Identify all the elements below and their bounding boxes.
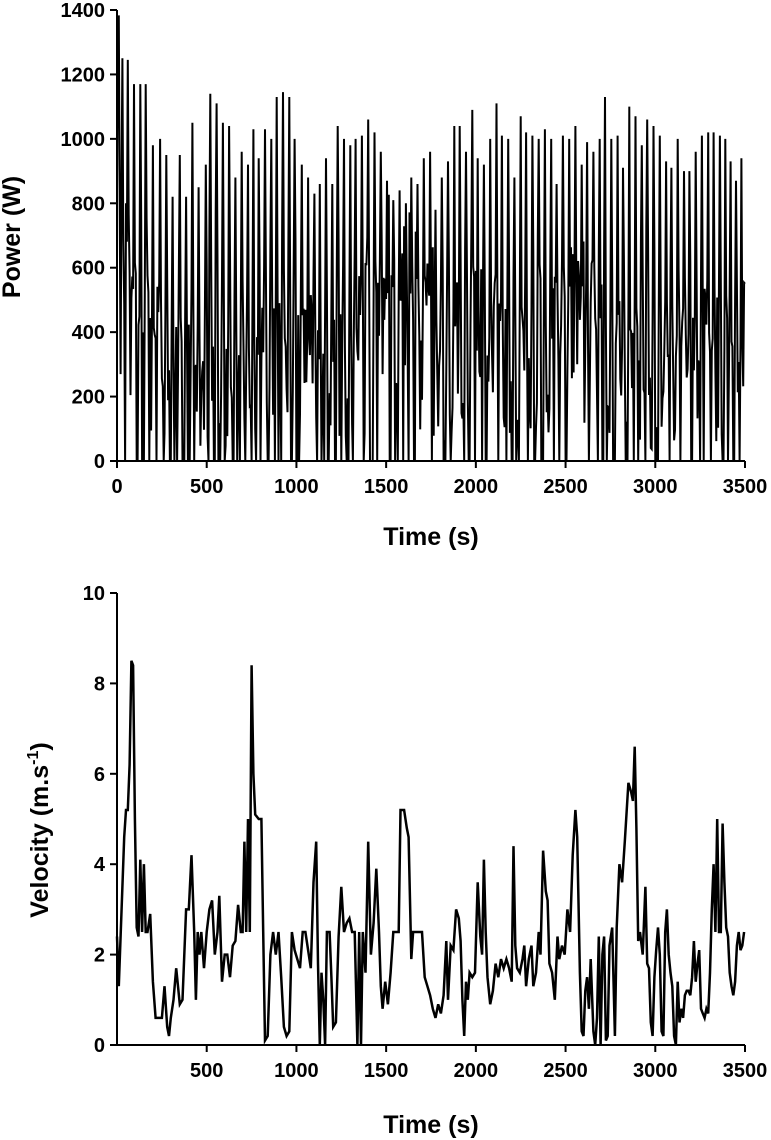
power-y-tick-label: 0	[94, 451, 105, 473]
velocity-x-ticks: 500 1000 1500 2000 2500 3000 3500	[190, 1045, 767, 1082]
power-y-tick-label: 1400	[61, 0, 106, 22]
velocity-series	[115, 660, 746, 1046]
velocity-x-tick-label: 1000	[274, 1060, 319, 1082]
velocity-y-ticks: 0 2 4 6 8 10	[83, 583, 117, 1057]
velocity-y-tick-label: 0	[94, 1035, 105, 1057]
velocity-y-tick-label: 10	[83, 583, 105, 605]
power-x-tick-label: 0	[111, 476, 122, 498]
power-x-ticks: 0 500 1000 1500 2000 2500 3000 3500	[111, 461, 767, 498]
power-y-tick-label: 1000	[61, 129, 106, 151]
velocity-x-axis-title: Time (s)	[383, 1111, 478, 1139]
power-series	[116, 15, 746, 462]
power-x-tick-label: 2000	[454, 476, 499, 498]
power-x-tick-label: 1500	[364, 476, 409, 498]
velocity-y-tick-label: 6	[94, 764, 105, 786]
velocity-x-tick-label: 3500	[723, 1060, 768, 1082]
power-x-tick-label: 3500	[723, 476, 768, 498]
power-y-ticks: 0 200 400 600 800 1000 1200 1400	[61, 0, 117, 473]
velocity-x-tick-label: 3000	[633, 1060, 678, 1082]
power-y-tick-label: 1200	[61, 64, 106, 86]
power-y-tick-label: 600	[72, 258, 105, 280]
velocity-y-tick-label: 2	[94, 945, 105, 967]
power-series-line	[116, 15, 746, 462]
velocity-y-axis-title-close: )	[26, 742, 54, 750]
velocity-y-axis-title-main: Velocity (m.s	[26, 765, 54, 918]
velocity-x-tick-label: 2000	[454, 1060, 499, 1082]
power-x-tick-label: 3000	[633, 476, 678, 498]
velocity-chart: 0 2 4 6 8 10 500 1000 1500 2000 2500 3000 3500 Time…	[25, 583, 767, 1139]
velocity-y-axis-title-superscript: -1	[25, 751, 42, 765]
velocity-x-tick-label: 2500	[543, 1060, 588, 1082]
power-y-tick-label: 400	[72, 322, 105, 344]
power-x-tick-label: 2500	[543, 476, 588, 498]
velocity-y-tick-label: 8	[94, 673, 105, 695]
power-y-axis-title: Power (W)	[0, 176, 26, 298]
power-x-tick-label: 1000	[274, 476, 319, 498]
velocity-x-tick-label: 1500	[364, 1060, 409, 1082]
power-x-tick-label: 500	[190, 476, 223, 498]
velocity-series-line	[115, 660, 746, 1046]
power-y-tick-label: 800	[72, 193, 105, 215]
velocity-y-axis-title: Velocity (m.s-1)	[25, 742, 54, 917]
velocity-x-tick-label: 500	[190, 1060, 223, 1082]
power-y-tick-label: 200	[72, 387, 105, 409]
power-x-axis-title: Time (s)	[383, 523, 478, 551]
velocity-y-tick-label: 4	[94, 854, 106, 876]
power-chart: 0 200 400 600 800 1000 1200 1400 0 500 1000 1500 20…	[0, 0, 767, 551]
